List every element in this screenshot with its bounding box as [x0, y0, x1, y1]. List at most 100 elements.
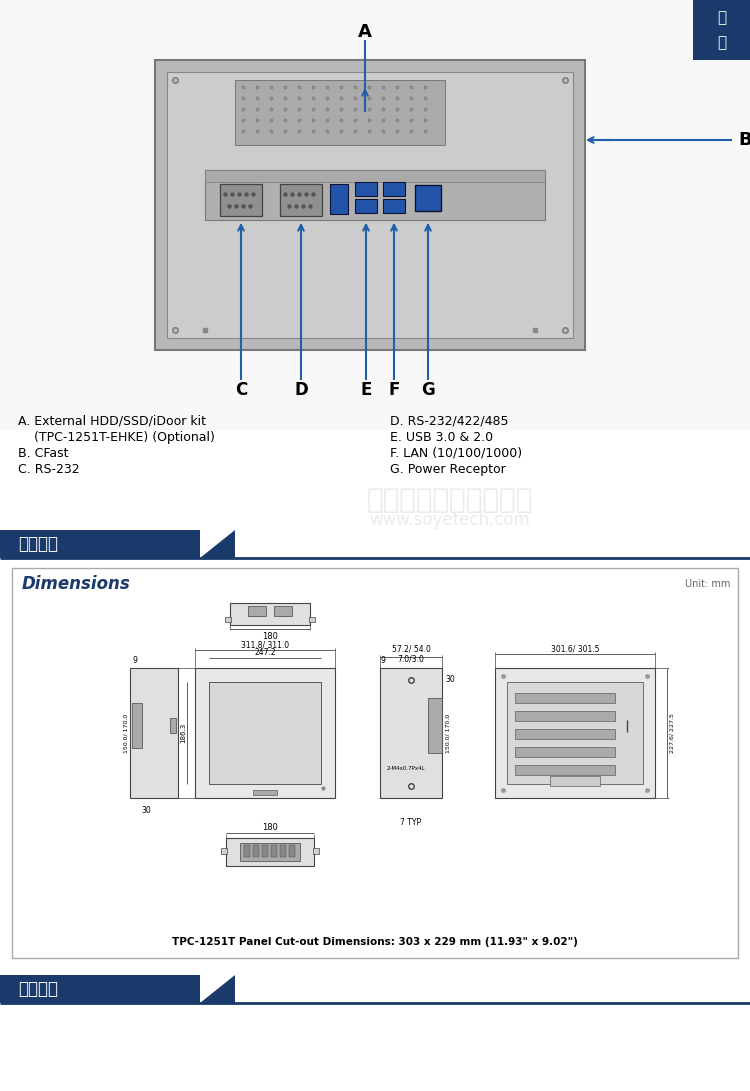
Text: 产品参数: 产品参数 — [18, 535, 58, 553]
Text: F: F — [388, 381, 400, 399]
Bar — [515, 747, 615, 757]
Bar — [220, 184, 262, 216]
Text: E. USB 3.0 & 2.0: E. USB 3.0 & 2.0 — [390, 431, 494, 444]
Bar — [240, 843, 300, 861]
Polygon shape — [200, 975, 235, 1003]
Bar — [244, 846, 250, 858]
Bar — [230, 603, 310, 625]
Text: 311.8/ 311.0: 311.8/ 311.0 — [241, 640, 289, 649]
Bar — [0, 0, 750, 430]
Bar — [0, 975, 750, 1003]
Bar — [428, 698, 442, 753]
Bar — [167, 72, 573, 338]
Text: 150.0/ 170.0: 150.0/ 170.0 — [445, 714, 450, 753]
Bar — [271, 846, 277, 858]
Text: 150.0/ 170.0: 150.0/ 170.0 — [123, 714, 128, 753]
Bar — [262, 846, 268, 858]
Text: B: B — [738, 131, 750, 149]
Bar — [226, 838, 314, 866]
Bar — [495, 668, 655, 798]
Text: 深圳硕远科技有限公司: 深圳硕远科技有限公司 — [325, 741, 475, 765]
Bar — [330, 184, 348, 214]
Text: 247.2: 247.2 — [254, 648, 276, 657]
Bar — [515, 765, 615, 775]
Bar — [0, 530, 750, 558]
Text: 30: 30 — [445, 675, 454, 684]
Bar — [170, 718, 176, 733]
Bar — [253, 846, 259, 858]
Bar — [248, 606, 266, 616]
Text: Dimensions: Dimensions — [22, 575, 130, 594]
Bar — [693, 0, 750, 60]
Bar — [280, 846, 286, 858]
Text: TPC-1251T Panel Cut-out Dimensions: 303 x 229 mm (11.93" x 9.02"): TPC-1251T Panel Cut-out Dimensions: 303 … — [172, 937, 578, 947]
Text: 238.0/ 237.0: 238.0/ 237.0 — [166, 710, 172, 755]
Text: 9: 9 — [380, 656, 386, 666]
Text: 2-M4x0.7Px4L: 2-M4x0.7Px4L — [387, 766, 425, 770]
Text: 产品配置: 产品配置 — [18, 980, 58, 998]
Text: A: A — [358, 23, 372, 41]
Text: www.soyetech.com: www.soyetech.com — [370, 511, 530, 529]
Text: 180: 180 — [262, 632, 278, 642]
Text: A. External HDD/SSD/iDoor kit: A. External HDD/SSD/iDoor kit — [18, 415, 206, 428]
Bar — [195, 668, 335, 798]
Text: 186.3: 186.3 — [180, 723, 186, 743]
Bar — [515, 729, 615, 739]
Text: E: E — [360, 381, 372, 399]
Bar — [130, 668, 178, 798]
Polygon shape — [200, 530, 235, 558]
Bar — [235, 530, 750, 558]
Bar — [355, 199, 377, 213]
Bar — [274, 606, 292, 616]
Text: 7.0/3.0: 7.0/3.0 — [398, 655, 424, 664]
Bar — [205, 170, 545, 182]
Bar — [205, 170, 545, 220]
Bar — [507, 682, 643, 784]
Bar — [235, 80, 445, 145]
Text: 深圳硕远科技有限公司: 深圳硕远科技有限公司 — [367, 485, 533, 514]
Text: 背
面: 背 面 — [717, 10, 726, 50]
Bar — [0, 958, 750, 975]
Bar — [12, 568, 738, 958]
Bar — [380, 668, 442, 798]
Text: 7 TYP: 7 TYP — [400, 818, 422, 827]
Text: 深圳硕远科技有限公司: 深圳硕远科技有限公司 — [333, 193, 417, 207]
Text: C. RS-232: C. RS-232 — [18, 463, 80, 476]
Text: (TPC-1251T-EHKE) (Optional): (TPC-1251T-EHKE) (Optional) — [18, 431, 214, 444]
Bar — [383, 182, 405, 196]
Text: D: D — [294, 381, 307, 399]
Text: 301.6/ 301.5: 301.6/ 301.5 — [550, 644, 599, 654]
Text: 9: 9 — [133, 656, 137, 666]
Bar — [132, 703, 142, 748]
Text: G. Power Receptor: G. Power Receptor — [390, 463, 506, 476]
Bar — [515, 711, 615, 721]
Text: www.soyetech.com: www.soyetech.com — [321, 213, 429, 223]
Bar — [309, 618, 315, 622]
Text: 30: 30 — [141, 806, 151, 815]
Bar — [289, 846, 295, 858]
Text: B. CFast: B. CFast — [18, 447, 68, 460]
Text: D. RS-232/422/485: D. RS-232/422/485 — [390, 415, 508, 428]
Text: G: G — [422, 381, 435, 399]
Bar — [225, 618, 231, 622]
Bar — [280, 184, 322, 216]
Bar — [355, 182, 377, 196]
Bar — [235, 975, 750, 1003]
Text: www.soyetech.com: www.soyetech.com — [326, 770, 474, 786]
Bar — [209, 682, 321, 784]
Bar — [415, 185, 441, 211]
Bar — [313, 848, 319, 854]
Bar — [221, 848, 227, 854]
Bar — [0, 1003, 750, 1091]
Text: 227.6/ 227.5: 227.6/ 227.5 — [669, 714, 674, 753]
Bar — [163, 68, 593, 358]
Bar — [550, 776, 600, 786]
Text: Unit: mm: Unit: mm — [685, 579, 730, 589]
Bar — [383, 199, 405, 213]
Bar — [515, 693, 615, 703]
Text: 180: 180 — [262, 823, 278, 832]
Text: 57.2/ 54.0: 57.2/ 54.0 — [392, 645, 430, 654]
Text: C: C — [235, 381, 248, 399]
Text: F. LAN (10/100/1000): F. LAN (10/100/1000) — [390, 447, 522, 460]
Bar — [253, 790, 277, 795]
